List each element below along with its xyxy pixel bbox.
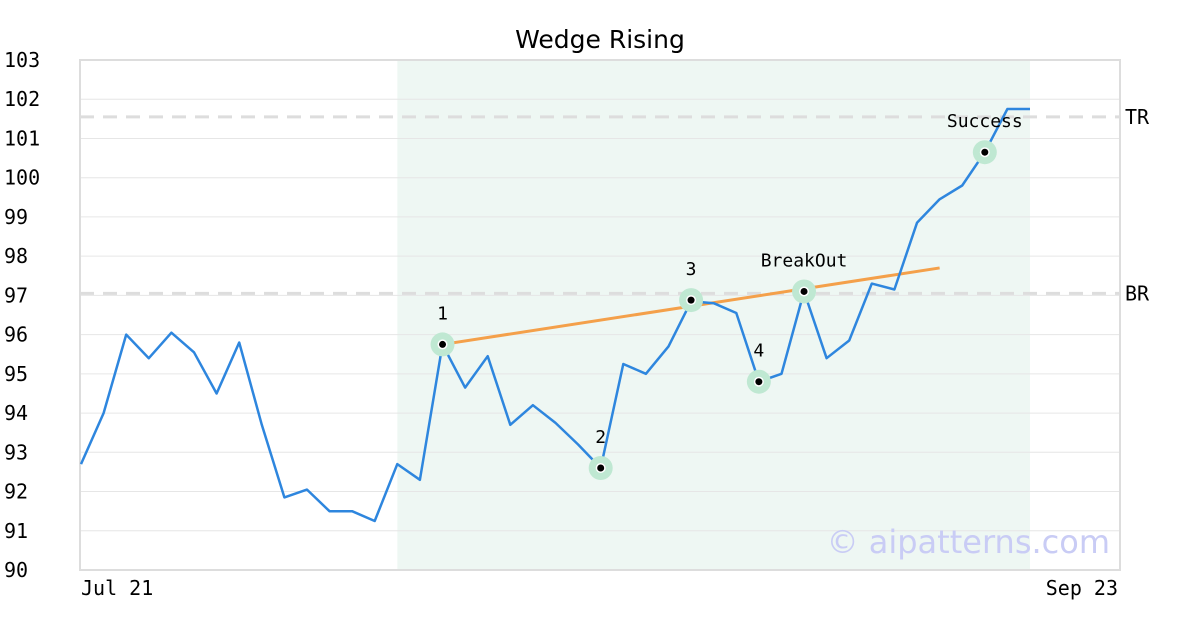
point-label-2: 2 [595,427,606,448]
pattern-points-layer: 1 2 3 BreakOut 4 Success [430,111,1023,480]
y-tick-label: 92 [4,480,28,504]
price-line [79,107,1030,523]
point-label-breakout: BreakOut [761,250,848,271]
y-tick-label: 95 [4,362,28,386]
y-tick-label: 100 [4,166,40,190]
point-label-4: 4 [753,341,764,362]
y-axis-ticks: 90 91 92 93 94 95 96 97 98 99 100 101 102 103 [4,48,40,582]
watermark: © aipatterns.com [827,523,1110,561]
y-tick-label: 102 [4,87,40,111]
y-tick-label: 98 [4,244,28,268]
y-tick-label: 91 [4,519,28,543]
y-tick-label: 99 [4,205,28,229]
pattern-zone [397,60,1030,570]
level-label-br: BR [1125,281,1150,305]
y-tick-label: 96 [4,323,28,347]
grid-layer [80,98,1120,532]
chart-title: Wedge Rising [515,25,685,54]
y-tick-label: 94 [4,401,28,425]
level-label-tr: TR [1125,105,1150,129]
point-dot-1 [439,340,447,348]
point-dot-4 [755,378,763,386]
plot-frame [79,59,1121,571]
y-tick-label: 103 [4,48,40,72]
level-lines-layer: TR BR [80,105,1150,305]
point-dot-3 [687,296,695,304]
point-dot-breakout [800,287,808,295]
y-tick-label: 93 [4,440,28,464]
price-series-layer [79,107,1030,523]
pattern-zone-layer [397,60,1030,570]
x-tick-label-start: Jul 21 [81,576,153,600]
y-tick-label: 97 [4,283,28,307]
point-dot-success [981,148,989,156]
y-tick-label: 101 [4,126,40,150]
point-label-3: 3 [686,259,697,280]
point-label-1: 1 [437,303,448,324]
point-label-success: Success [947,111,1023,132]
y-tick-label: 90 [4,558,28,582]
point-dot-2 [597,464,605,472]
x-tick-label-end: Sep 23 [1046,576,1118,600]
